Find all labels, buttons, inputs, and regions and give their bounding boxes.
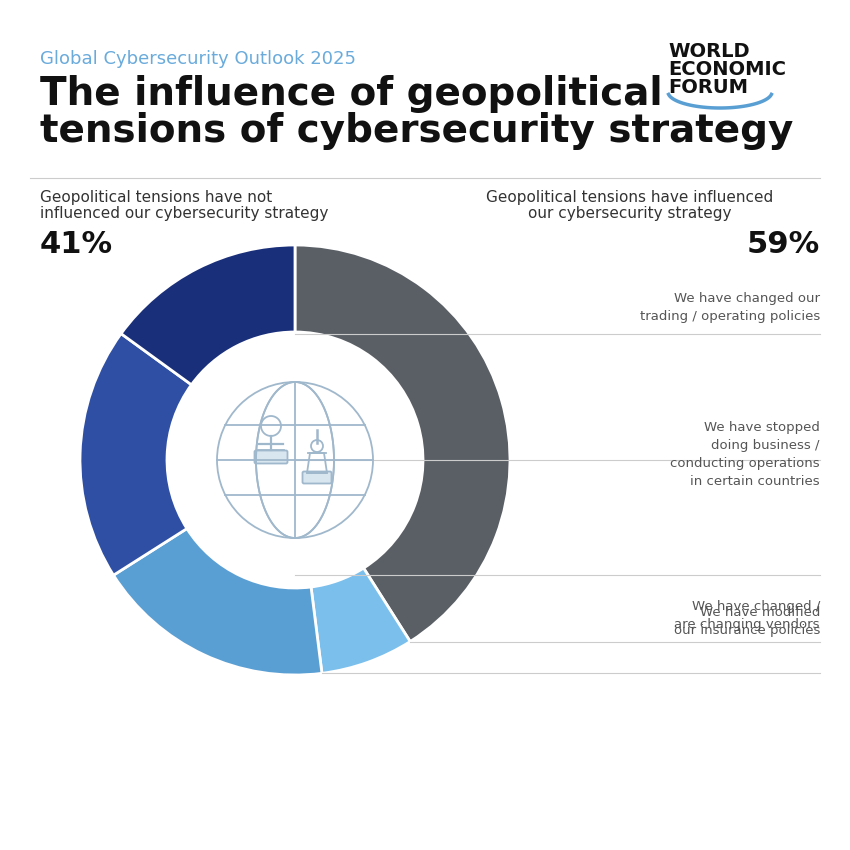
Text: We have changed /
are changing vendors: We have changed / are changing vendors <box>675 600 820 631</box>
Text: our cybersecurity strategy: our cybersecurity strategy <box>528 206 732 221</box>
Wedge shape <box>80 334 191 575</box>
Text: Geopolitical tensions have influenced: Geopolitical tensions have influenced <box>486 190 774 205</box>
Text: We have modified
our insurance policies: We have modified our insurance policies <box>673 606 820 637</box>
Text: We have changed our
trading / operating policies: We have changed our trading / operating … <box>640 292 820 323</box>
Wedge shape <box>113 529 322 675</box>
FancyBboxPatch shape <box>254 450 287 463</box>
Text: 59%: 59% <box>747 230 820 259</box>
Text: Global Cybersecurity Outlook 2025: Global Cybersecurity Outlook 2025 <box>40 50 356 68</box>
Text: influenced our cybersecurity strategy: influenced our cybersecurity strategy <box>40 206 328 221</box>
Text: The influence of geopolitical: The influence of geopolitical <box>40 75 663 113</box>
Wedge shape <box>121 245 295 385</box>
Wedge shape <box>295 245 510 642</box>
Text: Geopolitical tensions have not: Geopolitical tensions have not <box>40 190 272 205</box>
Text: tensions of cybersecurity strategy: tensions of cybersecurity strategy <box>40 112 793 150</box>
Text: FORUM: FORUM <box>668 78 748 97</box>
FancyBboxPatch shape <box>303 472 332 484</box>
Text: ECONOMIC: ECONOMIC <box>668 60 786 79</box>
Text: We have stopped
doing business /
conducting operations
in certain countries: We have stopped doing business / conduct… <box>671 421 820 488</box>
Text: 41%: 41% <box>40 230 113 259</box>
Text: WORLD: WORLD <box>668 42 750 61</box>
Wedge shape <box>311 568 411 673</box>
